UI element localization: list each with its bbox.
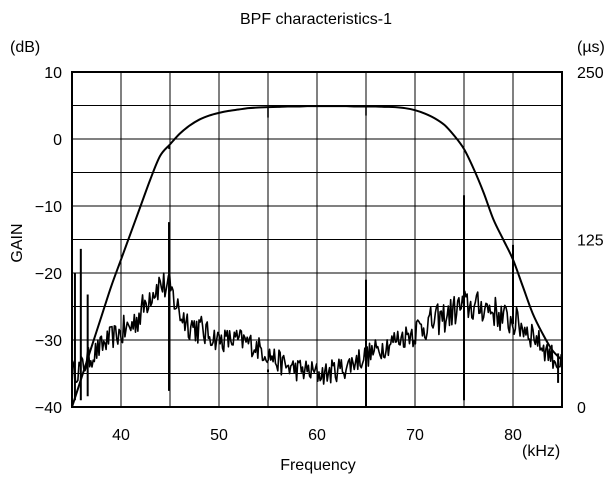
gain-series bbox=[71, 105, 563, 408]
y-tick-label: 10 bbox=[44, 65, 62, 82]
gain-dips bbox=[168, 106, 367, 150]
y-tick-label: 0 bbox=[53, 132, 62, 149]
x-tick-label: 50 bbox=[210, 427, 228, 444]
y-tick-label: −30 bbox=[35, 333, 62, 350]
y-axis-label: GAIN bbox=[9, 223, 26, 262]
y2-tick-labels: 250 125 0 bbox=[577, 65, 604, 417]
y2-tick-label: 125 bbox=[577, 233, 604, 250]
plot-frame bbox=[71, 71, 563, 408]
x-tick-label: 40 bbox=[112, 427, 130, 444]
chart-title: BPF characteristics-1 bbox=[240, 11, 392, 28]
y-axis-unit: (dB) bbox=[10, 39, 40, 56]
grid-lines bbox=[71, 71, 563, 408]
y-tick-labels: 10 0 −10 −20 −30 −40 bbox=[35, 65, 62, 417]
x-tick-labels: 40 50 60 70 80 bbox=[112, 427, 522, 444]
x-axis-unit: (kHz) bbox=[522, 443, 560, 460]
y-tick-label: −10 bbox=[35, 199, 62, 216]
x-tick-label: 60 bbox=[308, 427, 326, 444]
x-tick-label: 80 bbox=[504, 427, 522, 444]
x-tick-label: 70 bbox=[406, 427, 424, 444]
group-delay-series bbox=[71, 272, 563, 385]
y-tick-label: −20 bbox=[35, 266, 62, 283]
y2-tick-label: 0 bbox=[577, 400, 586, 417]
y2-tick-label: 250 bbox=[577, 65, 604, 82]
y-tick-label: −40 bbox=[35, 400, 62, 417]
x-axis-label: Frequency bbox=[280, 457, 356, 474]
y2-axis-unit: (µs) bbox=[577, 39, 605, 56]
